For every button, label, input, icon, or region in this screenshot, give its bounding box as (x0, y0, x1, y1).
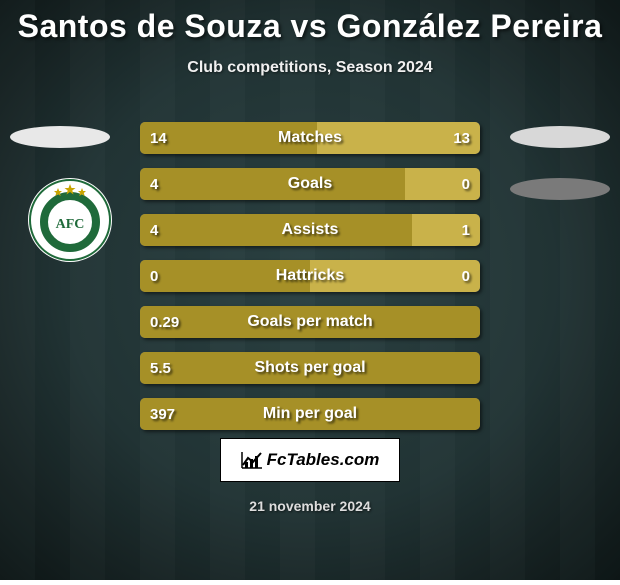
stat-bar-left (140, 122, 317, 154)
stat-bar-right (310, 260, 480, 292)
stat-bar-right (317, 122, 480, 154)
crest-svg: AFC (28, 178, 112, 262)
stat-bar-left (140, 352, 480, 384)
content: Santos de Souza vs González Pereira Club… (0, 0, 620, 580)
stat-row: 397Min per goal (140, 398, 480, 430)
subtitle: Club competitions, Season 2024 (0, 59, 620, 77)
club-crest: AFC (28, 178, 112, 262)
team-badge-left (10, 126, 110, 148)
stat-bar-left (140, 398, 480, 430)
chart-icon (241, 450, 263, 470)
stat-bar-left (140, 214, 412, 246)
stat-row: 00Hattricks (140, 260, 480, 292)
stat-row: 1413Matches (140, 122, 480, 154)
svg-text:AFC: AFC (56, 217, 85, 232)
stat-row: 0.29Goals per match (140, 306, 480, 338)
footer-brand-box[interactable]: FcTables.com (220, 438, 400, 482)
stat-bar-left (140, 260, 310, 292)
stat-bar-right (412, 214, 480, 246)
team-badge-right-2 (510, 178, 610, 200)
stat-row: 40Goals (140, 168, 480, 200)
stat-bars: 1413Matches 40Goals 41Assists 00Hattricks 0.… (140, 122, 480, 444)
stat-row: 41Assists (140, 214, 480, 246)
stat-row: 5.5Shots per goal (140, 352, 480, 384)
stat-bar-left (140, 306, 480, 338)
team-badge-right-1 (510, 126, 610, 148)
page-title: Santos de Souza vs González Pereira (0, 0, 620, 45)
date-text: 21 november 2024 (0, 498, 620, 514)
stat-bar-left (140, 168, 405, 200)
stat-bar-right (405, 168, 480, 200)
footer-brand-text: FcTables.com (267, 450, 380, 470)
